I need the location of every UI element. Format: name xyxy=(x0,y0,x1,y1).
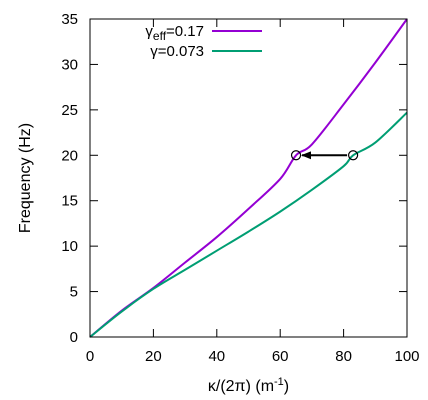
series-line-gamma xyxy=(89,111,408,338)
y-tick-label: 35 xyxy=(61,11,78,28)
legend-value: =0.17 xyxy=(166,23,204,40)
y-axis-title: Frequency (Hz) xyxy=(17,123,34,233)
plot-frame xyxy=(89,18,408,338)
series-line-eff xyxy=(89,18,408,338)
y-tick-label: 0 xyxy=(70,329,78,346)
legend-label-gamma: γ=0.073 xyxy=(150,43,204,60)
marker-layer xyxy=(290,150,359,161)
x-tick-label: 80 xyxy=(335,348,352,365)
y-tick-label: 10 xyxy=(61,238,78,255)
legend-symbol: γ xyxy=(150,43,158,60)
x-axis-title-suffix: ) xyxy=(284,378,289,395)
series-layer xyxy=(89,18,408,338)
legend-subscript: eff xyxy=(153,29,167,43)
open-circle-marker xyxy=(348,150,359,161)
legend: γeff=0.17γ=0.073 xyxy=(145,23,262,60)
x-tick-label: 100 xyxy=(394,348,419,365)
x-tick-label: 40 xyxy=(208,348,225,365)
x-tick-label: 0 xyxy=(86,348,94,365)
legend-label-eff: γeff=0.17 xyxy=(145,23,204,43)
tick-layer: 0 20 40 60 80 100 0 5 10 15 20 25 30 35 xyxy=(61,11,419,365)
x-axis-title-superscript: -1 xyxy=(274,376,284,388)
x-axis-title: κ/(2π) (m-1) xyxy=(208,376,289,395)
y-tick-label: 5 xyxy=(70,284,78,301)
y-tick-label: 15 xyxy=(61,193,78,210)
x-tick-label: 20 xyxy=(145,348,162,365)
x-axis-title-prefix: κ/(2π) (m xyxy=(208,378,274,395)
legend-symbol: γ xyxy=(145,23,153,40)
y-tick-label: 30 xyxy=(61,56,78,73)
legend-value: =0.073 xyxy=(158,43,204,60)
open-circle-marker xyxy=(290,150,302,161)
y-tick-label: 25 xyxy=(61,102,78,119)
y-tick-label: 20 xyxy=(61,147,78,164)
x-tick-label: 60 xyxy=(272,348,289,365)
